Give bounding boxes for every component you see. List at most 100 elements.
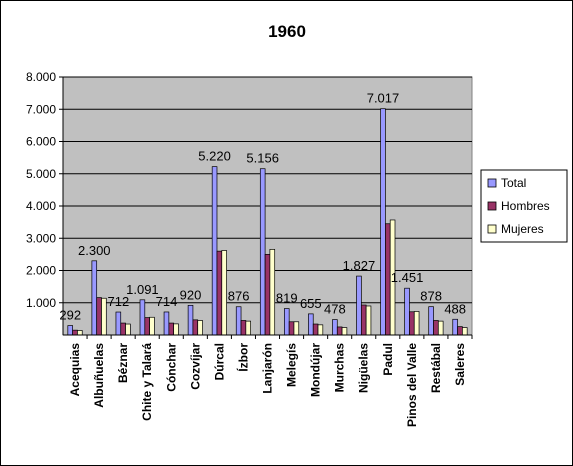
bar-hombres: [288, 321, 295, 336]
data-label: 714: [156, 294, 178, 309]
axis-layer: 1.000 2.000 3.000 4.000 5.000 6.000 7.000 8.000…: [26, 70, 473, 427]
bar-total: [428, 306, 434, 336]
bar-hombres: [385, 223, 391, 336]
data-label: 1.827: [343, 258, 376, 273]
x-tick-label: Pinos del Valle: [405, 343, 419, 427]
bar-mujeres: [173, 323, 179, 336]
bar-total: [452, 318, 458, 336]
bar-mujeres: [341, 327, 348, 336]
legend: Total Hombres Mujeres: [480, 169, 568, 243]
data-label: 2.300: [78, 243, 111, 258]
grid-layer: [63, 76, 472, 304]
bar-hombres: [360, 304, 367, 336]
x-tick-label: Nigüelas: [357, 343, 371, 393]
bar-mujeres: [462, 327, 468, 336]
x-tick-label: Mondújar: [309, 343, 323, 397]
data-label: 655: [300, 296, 322, 311]
x-tick-label: Cónchar: [164, 343, 178, 392]
legend-swatch: [487, 201, 497, 211]
bar-hombres: [72, 329, 78, 336]
x-tick-label: Lanjarón: [261, 343, 275, 394]
bar-hombres: [264, 254, 271, 336]
x-tick-label: Ízbor: [235, 343, 250, 372]
bar-mujeres: [437, 320, 444, 336]
y-tick-label: 8.000: [26, 70, 56, 84]
bar-mujeres: [245, 320, 251, 336]
bar-total: [211, 166, 218, 336]
x-tick-label: Restábal: [429, 343, 443, 393]
bar-hombres: [457, 326, 463, 336]
bar-total: [380, 108, 386, 336]
x-tick-label: Chite y Talará: [140, 343, 154, 421]
y-tick-label: 5.000: [26, 167, 56, 181]
bar-mujeres: [221, 250, 227, 336]
bar-mujeres: [77, 330, 83, 336]
data-label: 1.091: [126, 282, 159, 297]
data-label: 5.220: [198, 149, 231, 164]
bar-total: [163, 311, 170, 336]
data-label: 292: [59, 308, 81, 323]
legend-swatch: [487, 224, 497, 234]
y-tick-label: 3.000: [26, 231, 56, 245]
data-label: 878: [420, 289, 442, 304]
bar-total: [284, 308, 290, 336]
bar-mujeres: [197, 320, 203, 336]
bar-hombres: [192, 319, 199, 336]
bar-mujeres: [125, 323, 131, 336]
chart-title: 1960: [268, 22, 306, 41]
y-tick-label: 6.000: [26, 135, 56, 149]
bar-hombres: [168, 322, 175, 336]
bars-layer: [67, 108, 468, 336]
bar-mujeres: [101, 297, 107, 336]
bar-hombres: [120, 322, 126, 336]
legend-label: Hombres: [501, 199, 550, 213]
bar-mujeres: [269, 248, 276, 336]
y-tick-label: 1.000: [26, 296, 56, 310]
bar-total: [187, 304, 194, 336]
bar-total: [139, 299, 146, 336]
legend-label: Mujeres: [501, 222, 544, 236]
bar-hombres: [336, 326, 343, 336]
y-tick-label: 2.000: [26, 264, 56, 278]
bar-total: [259, 168, 266, 336]
data-label: 1.451: [391, 270, 424, 285]
bar-mujeres: [293, 321, 300, 336]
x-tick-label: Saleres: [453, 343, 467, 386]
data-label: 7.017: [367, 91, 400, 106]
bar-total: [308, 313, 314, 336]
bar-hombres: [312, 323, 319, 336]
data-label: 876: [228, 289, 250, 304]
bar-total: [115, 311, 122, 336]
bar-mujeres: [149, 316, 155, 336]
y-tick-label: 4.000: [26, 199, 56, 213]
bar-total: [356, 275, 362, 336]
x-tick-label: Béznar: [116, 343, 130, 383]
bar-mujeres: [317, 324, 324, 336]
bar-total: [235, 306, 242, 336]
bar-total: [332, 319, 338, 336]
legend-swatch: [487, 178, 497, 188]
x-tick-label: Cozvíjar: [188, 343, 202, 390]
data-label: 920: [180, 287, 202, 302]
data-label: 5.156: [246, 151, 279, 166]
bar-total: [67, 325, 73, 336]
legend-label: Total: [501, 176, 526, 190]
bar-total: [91, 260, 98, 336]
data-label: 819: [276, 291, 298, 306]
data-label: 478: [324, 302, 346, 317]
bar-total: [404, 287, 410, 336]
x-tick-label: Melegís: [285, 343, 299, 387]
bar-mujeres: [413, 311, 420, 336]
bar-hombres: [96, 297, 102, 336]
x-tick-label: Padul: [381, 343, 395, 376]
bar-hombres: [216, 250, 223, 336]
bar-hombres: [433, 320, 439, 336]
bar-hombres: [240, 320, 247, 336]
x-tick-label: Murchas: [333, 343, 347, 393]
x-tick-label: Albuñuelas: [92, 343, 106, 408]
data-label: 488: [444, 301, 466, 316]
y-tick-label: 7.000: [26, 102, 56, 116]
bar-mujeres: [365, 305, 372, 336]
